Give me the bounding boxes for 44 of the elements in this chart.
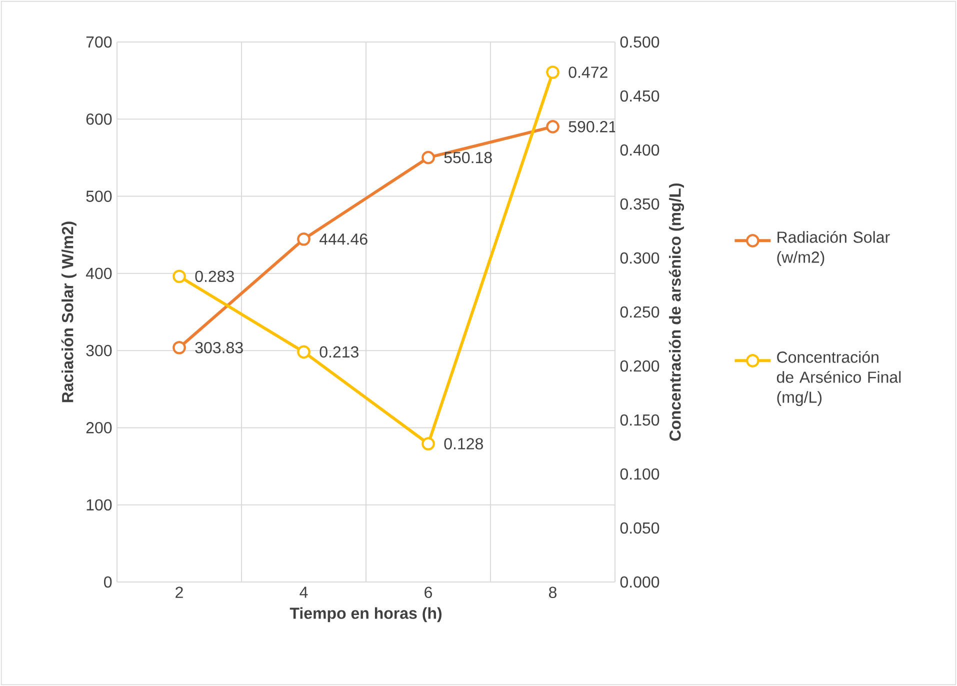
y2-tick-label: 0.500 [620, 36, 660, 48]
y2-tick-label: 0.050 [620, 522, 660, 534]
y2-tick-label: 0.450 [620, 90, 660, 102]
y2-tick-label: 0.000 [620, 576, 660, 588]
y2-tick-label: 0.400 [620, 144, 660, 156]
point [546, 120, 560, 134]
x-tick-label: 2 [176, 586, 183, 598]
y-tick-label: 400 [86, 268, 112, 280]
point [297, 345, 310, 359]
point [422, 150, 435, 164]
point [297, 232, 310, 246]
point [172, 270, 186, 284]
legend-label: Radiación Solar (w/m2) [777, 230, 890, 266]
y2-tick-label: 0.150 [620, 414, 660, 426]
y-tick-label: 500 [86, 190, 112, 202]
x-tick-label: 4 [300, 586, 308, 598]
data-label: 590.21 [568, 121, 616, 132]
y2-tick-label: 0.200 [620, 360, 660, 372]
legend-label: Concentración de Arsénico Final (mg/L) [776, 350, 901, 406]
y-tick-label: 200 [86, 422, 112, 434]
y-axis-title: Raciación Solar ( W/m2) [61, 222, 76, 402]
y2-tick-label: 0.300 [620, 252, 660, 264]
point [422, 437, 435, 450]
y-tick-label: 300 [86, 344, 112, 356]
y2-tick-label: 0.100 [620, 468, 660, 480]
data-label: 0.472 [568, 66, 608, 78]
y2-tick-label: 0.250 [620, 306, 660, 318]
data-label: 303.83 [195, 342, 243, 354]
y2-tick-label: 0.350 [620, 198, 660, 210]
data-label: 550.18 [444, 152, 492, 164]
x-tick-label: 6 [424, 586, 432, 598]
y2-axis-title: Concentración de arsénico (mg/L) [668, 183, 684, 441]
x-tick-label: 8 [548, 586, 556, 598]
point [172, 340, 186, 354]
x-axis-title: Tiempo en horas (h) [290, 607, 442, 622]
y-tick-label: 100 [86, 499, 112, 511]
data-label: 0.128 [444, 438, 483, 450]
data-label: 0.213 [320, 346, 358, 358]
data-label: 0.283 [195, 270, 234, 282]
y-tick-label: 700 [86, 36, 112, 48]
data-label: 444.46 [320, 233, 368, 245]
y-tick-label: 600 [86, 113, 112, 125]
y-tick-label: 0 [104, 576, 112, 588]
point [546, 66, 560, 79]
